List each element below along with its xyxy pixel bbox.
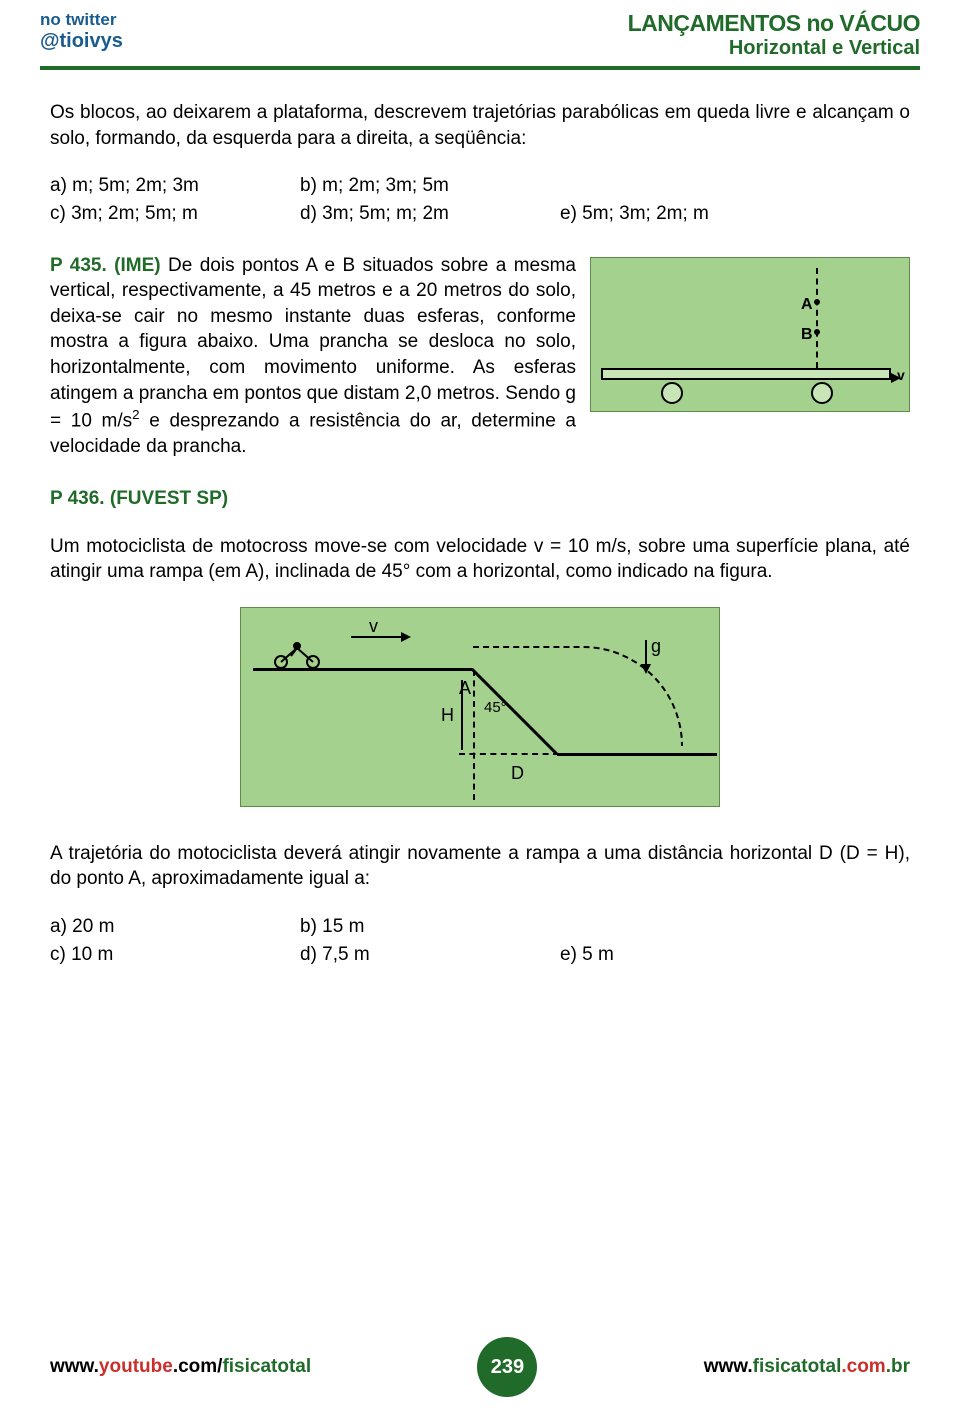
- fig435-wheel-1: [661, 382, 683, 404]
- option2-e: e) 5 m: [560, 942, 810, 968]
- twitter-handle: @tioivys: [40, 30, 123, 53]
- footer-yt-suffix: .com/: [173, 1356, 223, 1377]
- twitter-label: no twitter: [40, 10, 123, 30]
- fig436-platform: [253, 668, 473, 671]
- doc-subtitle: Horizontal e Vertical: [628, 37, 920, 60]
- motorcycle-icon: [269, 638, 329, 668]
- footer-site-link: www.fisicatotal.com.br: [704, 1356, 910, 1378]
- fig435-v-label: v: [897, 366, 905, 385]
- fig436-h-label: H: [441, 703, 454, 727]
- footer-site-www: www.: [704, 1356, 753, 1377]
- footer-site-name: fisicatotal: [753, 1356, 842, 1377]
- option-b: b) m; 2m; 3m; 5m: [300, 173, 560, 199]
- figure-436: v A H 45° D g: [240, 607, 720, 807]
- fig436-trajectory: [473, 646, 683, 746]
- option-e: e) 5m; 3m; 2m; m: [560, 201, 810, 227]
- page-footer: www.youtube.com/fisicatotal 239 www.fisi…: [0, 1337, 960, 1397]
- header-left: no twitter @tioivys: [40, 10, 123, 60]
- figure-436-wrap: v A H 45° D g: [50, 607, 910, 815]
- fig436-g-arrow-icon: [641, 664, 651, 674]
- fig436-v-label: v: [369, 614, 378, 638]
- q436-paragraph-2: A trajetória do motociclista deverá atin…: [50, 841, 910, 892]
- option-c: c) 3m; 2m; 5m; m: [50, 201, 300, 227]
- fig436-d-label: D: [511, 761, 524, 785]
- question-435: A B v P 435. (IME) De dois pontos A e B …: [50, 253, 910, 460]
- page-number-badge: 239: [477, 1337, 537, 1397]
- option2-a: a) 20 m: [50, 914, 300, 940]
- q435-text-1: De dois pontos A e B situados sobre a me…: [50, 255, 576, 432]
- footer-site-dotcom: .com: [841, 1356, 885, 1377]
- options1-row1: a) m; 5m; 2m; 3m b) m; 2m; 3m; 5m: [50, 173, 910, 199]
- q436-paragraph-1: Um motociclista de motocross move-se com…: [50, 534, 910, 585]
- intro-paragraph: Os blocos, ao deixarem a plataforma, des…: [50, 100, 910, 151]
- fig436-g-label: g: [651, 634, 661, 658]
- footer-site-br: .br: [886, 1356, 910, 1377]
- header-rule: [40, 66, 920, 70]
- footer-yt-www: www.: [50, 1356, 99, 1377]
- figure-435: A B v: [590, 257, 910, 412]
- q435-label: P 435. (IME): [50, 255, 161, 276]
- fig435-label-b: B: [801, 324, 813, 346]
- fig435-vertical-dashed: [816, 268, 818, 368]
- fig436-v-arrow-icon: [401, 632, 411, 642]
- option-d: d) 3m; 5m; m; 2m: [300, 201, 560, 227]
- options2-row2: c) 10 m d) 7,5 m e) 5 m: [50, 942, 910, 968]
- doc-title: LANÇAMENTOS no VÁCUO: [628, 10, 920, 37]
- fig436-h-arrow: [461, 680, 463, 750]
- fig436-ground: [557, 753, 717, 756]
- q435-sup: 2: [132, 407, 139, 422]
- page-content: Os blocos, ao deixarem a plataforma, des…: [0, 100, 960, 967]
- option2-b: b) 15 m: [300, 914, 560, 940]
- page-header: no twitter @tioivys LANÇAMENTOS no VÁCUO…: [0, 0, 960, 66]
- fig436-g-arrow-line: [645, 640, 647, 666]
- fig435-dot-b: [814, 329, 820, 335]
- footer-yt-channel: fisicatotal: [222, 1356, 311, 1377]
- option2-d: d) 7,5 m: [300, 942, 560, 968]
- q436-label: P 436. (FUVEST SP): [50, 486, 910, 512]
- fig435-dot-a: [814, 299, 820, 305]
- header-right: LANÇAMENTOS no VÁCUO Horizontal e Vertic…: [628, 10, 920, 60]
- fig436-dashed-horizontal: [459, 753, 559, 755]
- option2-c: c) 10 m: [50, 942, 300, 968]
- fig435-label-a: A: [801, 294, 813, 316]
- fig435-plank: [601, 368, 891, 380]
- options2-row1: a) 20 m b) 15 m: [50, 914, 910, 940]
- fig435-wheel-2: [811, 382, 833, 404]
- option-a: a) m; 5m; 2m; 3m: [50, 173, 300, 199]
- footer-youtube-link: www.youtube.com/fisicatotal: [50, 1356, 311, 1378]
- footer-yt-name: youtube: [99, 1356, 173, 1377]
- options1-row2: c) 3m; 2m; 5m; m d) 3m; 5m; m; 2m e) 5m;…: [50, 201, 910, 227]
